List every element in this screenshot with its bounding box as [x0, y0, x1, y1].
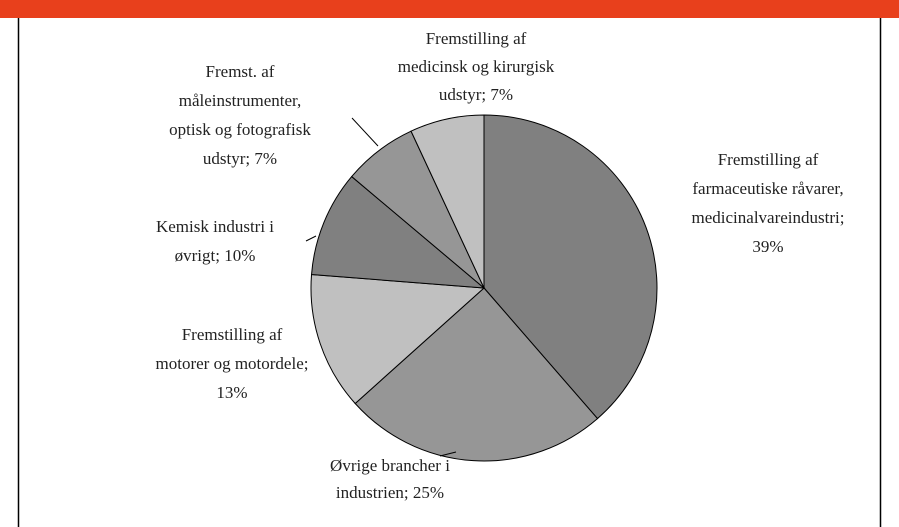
slice-label: industrien; 25%: [336, 483, 444, 502]
pie-slice: [310, 175, 486, 289]
slice-label: medicinalvareindustri;: [692, 208, 845, 227]
labels: Fremstilling af farmaceutiske råvarer, med…: [156, 29, 845, 502]
slice-label: Øvrige brancher i: [330, 456, 450, 475]
slice-label: Fremstilling af: [718, 150, 819, 169]
slice-label: 39%: [752, 237, 783, 256]
pie: [310, 114, 658, 462]
pie-slice: [354, 287, 599, 462]
header-bar: [0, 0, 899, 18]
slice-label: motorer og motordele;: [156, 354, 309, 373]
pie-slice: [410, 114, 485, 289]
slice-label: måleinstrumenter,: [179, 91, 302, 110]
slice-label: Fremst. af: [206, 62, 275, 81]
slice-label: optisk og fotografisk: [169, 120, 311, 139]
slice-label: Kemisk industri i: [156, 217, 274, 236]
slice-label: Fremstilling af: [426, 29, 527, 48]
slice-label: udstyr; 7%: [439, 85, 513, 104]
leader-lines: [305, 117, 457, 457]
slice-label: farmaceutiske råvarer,: [692, 179, 843, 198]
pie-slice: [310, 274, 486, 405]
leader-line: [351, 117, 379, 147]
slice-label: 13%: [216, 383, 247, 402]
leader-line: [439, 451, 457, 457]
slice-label: udstyr; 7%: [203, 149, 277, 168]
slice-label: øvrigt; 10%: [175, 246, 256, 265]
slice-label: medicinsk og kirurgisk: [398, 57, 555, 76]
leader-line: [305, 235, 317, 242]
pie-slice: [483, 114, 658, 420]
slice-label: Fremstilling af: [182, 325, 283, 344]
